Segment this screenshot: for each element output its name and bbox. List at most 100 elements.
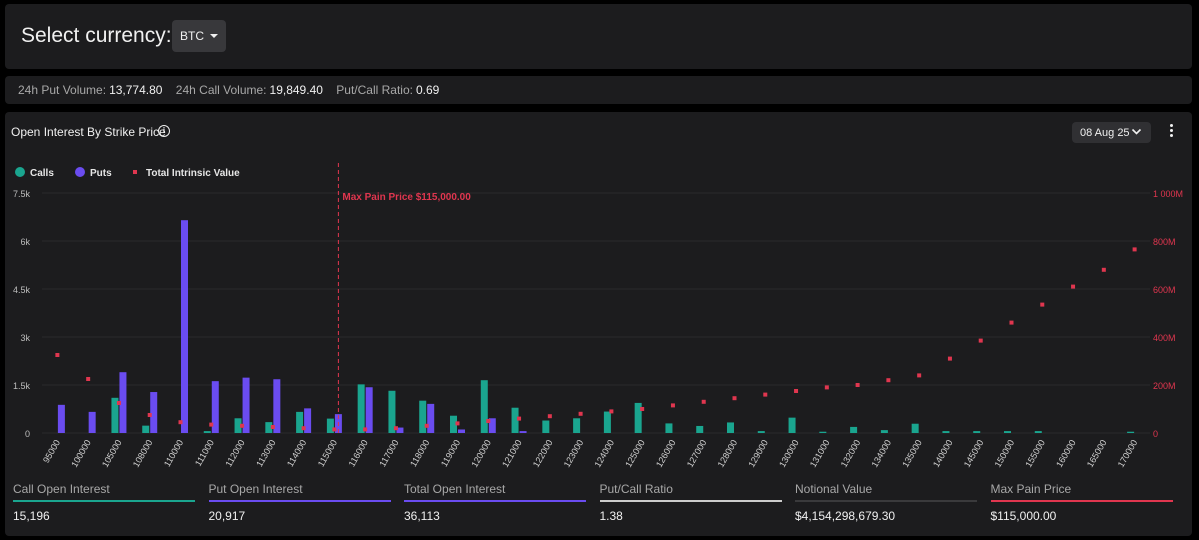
intrinsic-point-129000[interactable]	[763, 392, 768, 397]
intrinsic-point-131000[interactable]	[824, 385, 829, 390]
intrinsic-point-108000[interactable]	[147, 413, 152, 417]
summary-stat-value: 20,917	[208, 509, 246, 523]
intrinsic-point-132000[interactable]	[855, 383, 860, 387]
intrinsic-point-117000[interactable]	[393, 426, 398, 431]
put-bar-95000[interactable]	[57, 404, 65, 433]
intrinsic-point-140000[interactable]	[947, 356, 952, 361]
intrinsic-point-134000[interactable]	[886, 378, 891, 383]
call-bar-130000[interactable]	[788, 417, 796, 433]
expiry-date-dropdown[interactable]: 08 Aug 25	[1072, 122, 1151, 143]
call-bar-108000[interactable]	[142, 425, 150, 433]
put-bar-100000[interactable]	[88, 411, 96, 433]
intrinsic-point-112000[interactable]	[240, 423, 245, 428]
call-bar-113000[interactable]	[265, 422, 273, 433]
legend-label-1[interactable]: Puts	[90, 168, 112, 179]
intrinsic-point-111000[interactable]	[209, 422, 214, 427]
call-bar-140000[interactable]	[942, 431, 950, 433]
intrinsic-point-128000[interactable]	[732, 396, 737, 401]
put-bar-113000[interactable]	[273, 379, 281, 433]
more-options-icon[interactable]	[1167, 124, 1175, 142]
call-bar-123000[interactable]	[573, 418, 581, 433]
legend-label-0[interactable]: Calls	[30, 168, 54, 179]
summary-stat-underline	[13, 500, 195, 502]
call-bar-117000[interactable]	[388, 390, 396, 433]
intrinsic-point-114000[interactable]	[301, 426, 306, 431]
intrinsic-point-170000[interactable]	[1132, 247, 1137, 252]
summary-stat-label: Call Open Interest	[13, 482, 110, 496]
intrinsic-point-124000[interactable]	[609, 409, 614, 414]
intrinsic-point-127000[interactable]	[701, 399, 706, 404]
call-bar-145000[interactable]	[973, 431, 981, 433]
put-bar-114000[interactable]	[304, 408, 312, 433]
x-tick-label: 112000	[223, 438, 246, 468]
intrinsic-point-119000[interactable]	[455, 421, 460, 426]
chevron-down-icon	[1131, 128, 1142, 135]
call-bar-114000[interactable]	[296, 411, 304, 433]
intrinsic-point-125000[interactable]	[640, 407, 645, 411]
call-bar-111000[interactable]	[203, 431, 211, 433]
put-bar-111000[interactable]	[211, 381, 219, 433]
summary-stat-label: Max Pain Price	[990, 482, 1072, 496]
intrinsic-point-105000[interactable]	[116, 401, 121, 405]
call-bar-121000[interactable]	[511, 407, 519, 433]
call-bar-126000[interactable]	[665, 423, 673, 433]
intrinsic-point-155000[interactable]	[1040, 302, 1045, 307]
y-right-tick-label: 600M	[1153, 285, 1176, 295]
call-bar-124000[interactable]	[603, 411, 611, 433]
summary-stat: Call Open Interest 15,196	[13, 482, 195, 523]
put-bar-119000[interactable]	[458, 429, 465, 433]
intrinsic-point-95000[interactable]	[55, 353, 60, 357]
call-bar-115000[interactable]	[326, 418, 334, 433]
call-bar-119000[interactable]	[450, 415, 457, 433]
intrinsic-point-160000[interactable]	[1071, 284, 1076, 289]
call-bar-118000[interactable]	[419, 400, 427, 433]
call-bar-131000[interactable]	[819, 431, 827, 433]
intrinsic-point-121000[interactable]	[517, 416, 522, 421]
intrinsic-point-123000[interactable]	[578, 411, 583, 416]
call-bar-155000[interactable]	[1034, 431, 1042, 433]
intrinsic-point-150000[interactable]	[1009, 320, 1014, 325]
call-bar-170000[interactable]	[1127, 431, 1135, 433]
summary-stat-label: Put/Call Ratio	[599, 482, 673, 496]
intrinsic-point-165000[interactable]	[1101, 267, 1106, 272]
call-bar-128000[interactable]	[727, 422, 734, 433]
currency-dropdown[interactable]: BTC	[172, 20, 226, 52]
y-left-tick-label: 7.5k	[13, 189, 31, 199]
intrinsic-point-130000[interactable]	[794, 389, 799, 393]
put-bar-120000[interactable]	[488, 418, 496, 433]
call-bar-125000[interactable]	[634, 402, 642, 433]
intrinsic-point-100000[interactable]	[86, 377, 91, 381]
call-volume-value: 19,849.40	[269, 83, 323, 97]
intrinsic-point-118000[interactable]	[424, 423, 429, 428]
call-bar-112000[interactable]	[234, 418, 242, 433]
intrinsic-point-110000[interactable]	[178, 420, 183, 425]
legend-label-2[interactable]: Total Intrinsic Value	[146, 168, 240, 179]
intrinsic-point-116000[interactable]	[363, 427, 368, 432]
put-bar-110000[interactable]	[181, 220, 188, 433]
call-bar-120000[interactable]	[480, 380, 488, 433]
intrinsic-point-120000[interactable]	[486, 419, 491, 423]
put-bar-117000[interactable]	[396, 427, 404, 433]
put-bar-108000[interactable]	[150, 392, 158, 433]
intrinsic-point-113000[interactable]	[270, 425, 275, 429]
put-bar-116000[interactable]	[365, 387, 373, 433]
intrinsic-point-122000[interactable]	[547, 414, 552, 419]
put-bar-112000[interactable]	[242, 377, 250, 433]
put-bar-121000[interactable]	[519, 431, 527, 433]
call-bar-135000[interactable]	[911, 423, 919, 433]
put-bar-118000[interactable]	[427, 403, 435, 433]
call-bar-150000[interactable]	[1004, 431, 1011, 433]
info-icon[interactable]: i	[158, 125, 170, 137]
call-bar-105000[interactable]	[111, 397, 119, 433]
intrinsic-point-115000[interactable]	[332, 427, 337, 432]
intrinsic-point-126000[interactable]	[670, 403, 675, 408]
call-bar-129000[interactable]	[757, 431, 765, 433]
call-bar-116000[interactable]	[357, 384, 365, 433]
intrinsic-point-135000[interactable]	[917, 373, 922, 378]
call-bar-127000[interactable]	[696, 425, 704, 433]
intrinsic-point-145000[interactable]	[978, 338, 983, 343]
put-bar-105000[interactable]	[119, 372, 127, 433]
call-bar-132000[interactable]	[850, 426, 858, 433]
call-bar-122000[interactable]	[542, 420, 550, 433]
call-bar-134000[interactable]	[880, 430, 888, 433]
